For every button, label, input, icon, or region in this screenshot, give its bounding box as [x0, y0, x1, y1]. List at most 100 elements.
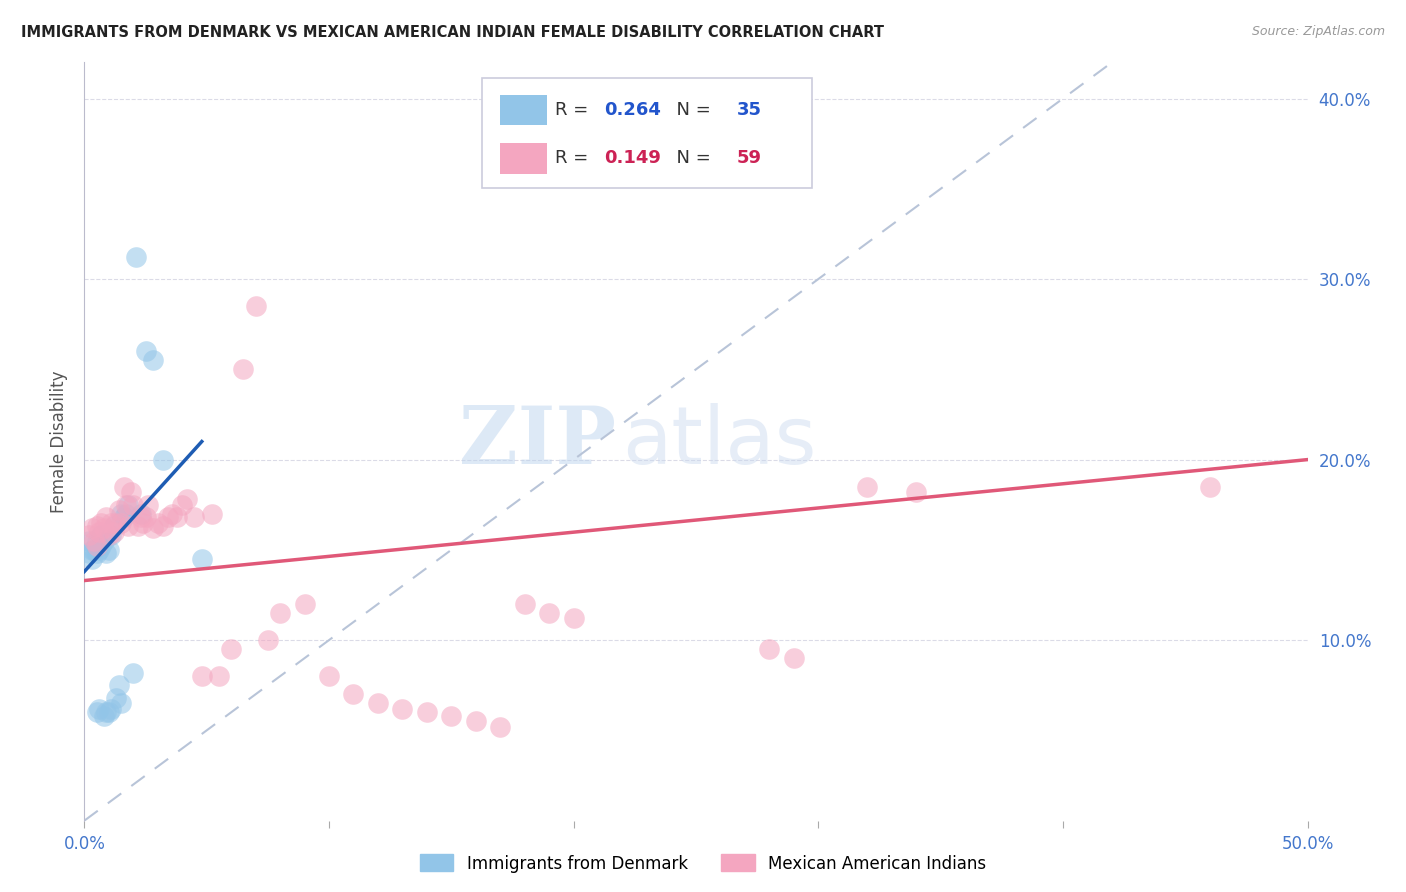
Text: atlas: atlas: [623, 402, 817, 481]
Text: N =: N =: [665, 101, 717, 119]
Point: [232, 362, 254, 376]
Point: [129, 510, 152, 524]
Text: 59: 59: [737, 149, 761, 167]
Point: [100, 516, 122, 530]
Point: [127, 519, 149, 533]
Point: [117, 519, 139, 533]
Point: [87, 524, 110, 539]
Point: [87, 542, 110, 557]
Point: [416, 706, 439, 720]
Legend: Immigrants from Denmark, Mexican American Indians: Immigrants from Denmark, Mexican America…: [413, 847, 993, 880]
Point: [294, 597, 316, 611]
Point: [83, 542, 105, 557]
Point: [115, 498, 138, 512]
Point: [105, 516, 128, 530]
Point: [245, 299, 267, 313]
Point: [86, 539, 108, 553]
Point: [391, 702, 413, 716]
Point: [191, 669, 214, 683]
Point: [142, 353, 165, 368]
Point: [80, 552, 103, 566]
Point: [97, 542, 120, 557]
Point: [122, 498, 145, 512]
Point: [110, 516, 132, 530]
Point: [107, 503, 129, 517]
Text: IMMIGRANTS FROM DENMARK VS MEXICAN AMERICAN INDIAN FEMALE DISABILITY CORRELATION: IMMIGRANTS FROM DENMARK VS MEXICAN AMERI…: [21, 25, 884, 40]
Point: [110, 696, 132, 710]
Point: [100, 702, 122, 716]
Point: [257, 633, 280, 648]
Point: [115, 507, 138, 521]
Bar: [501, 95, 547, 126]
Point: [90, 539, 112, 553]
Text: N =: N =: [665, 149, 717, 167]
Point: [172, 498, 194, 512]
Point: [103, 524, 125, 539]
Point: [105, 690, 128, 705]
Point: [77, 528, 100, 542]
Point: [135, 344, 157, 359]
Point: [80, 542, 103, 557]
Text: 0.149: 0.149: [605, 149, 661, 167]
Point: [93, 709, 115, 723]
Point: [183, 510, 205, 524]
Point: [86, 519, 108, 533]
Point: [112, 480, 135, 494]
Text: Source: ZipAtlas.com: Source: ZipAtlas.com: [1251, 25, 1385, 38]
Point: [100, 528, 122, 542]
Text: 35: 35: [737, 101, 761, 119]
Point: [117, 498, 139, 512]
Point: [162, 507, 184, 521]
Point: [90, 528, 112, 542]
Point: [110, 507, 132, 521]
Point: [464, 714, 486, 729]
Point: [93, 533, 115, 548]
Point: [136, 498, 159, 512]
Point: [86, 533, 108, 548]
Point: [191, 552, 214, 566]
Point: [77, 546, 100, 560]
Point: [783, 651, 806, 665]
Point: [86, 546, 108, 560]
Point: [120, 485, 142, 500]
Point: [86, 706, 108, 720]
Text: 0.264: 0.264: [605, 101, 661, 119]
Point: [758, 642, 780, 657]
Point: [200, 507, 222, 521]
Point: [905, 485, 928, 500]
Point: [538, 606, 561, 620]
Point: [513, 597, 536, 611]
Point: [96, 546, 118, 560]
Point: [219, 642, 242, 657]
Point: [489, 720, 512, 734]
Bar: [501, 143, 547, 174]
Text: ZIP: ZIP: [460, 402, 616, 481]
Point: [125, 251, 148, 265]
Point: [107, 678, 129, 692]
FancyBboxPatch shape: [482, 78, 813, 187]
Point: [129, 507, 152, 521]
Point: [132, 516, 155, 530]
Point: [318, 669, 340, 683]
Point: [135, 510, 157, 524]
Point: [152, 452, 174, 467]
Point: [83, 533, 105, 548]
Text: R =: R =: [555, 101, 595, 119]
Point: [97, 528, 120, 542]
Point: [80, 521, 103, 535]
Point: [440, 709, 463, 723]
Point: [269, 606, 291, 620]
Point: [122, 665, 145, 680]
Y-axis label: Female Disability: Female Disability: [51, 370, 69, 513]
Point: [166, 510, 188, 524]
Point: [90, 516, 112, 530]
Point: [856, 480, 879, 494]
Point: [96, 510, 118, 524]
Point: [77, 533, 100, 548]
Point: [562, 611, 585, 625]
Point: [156, 510, 179, 524]
Point: [208, 669, 231, 683]
Point: [152, 519, 174, 533]
Text: R =: R =: [555, 149, 595, 167]
Point: [1198, 480, 1220, 494]
